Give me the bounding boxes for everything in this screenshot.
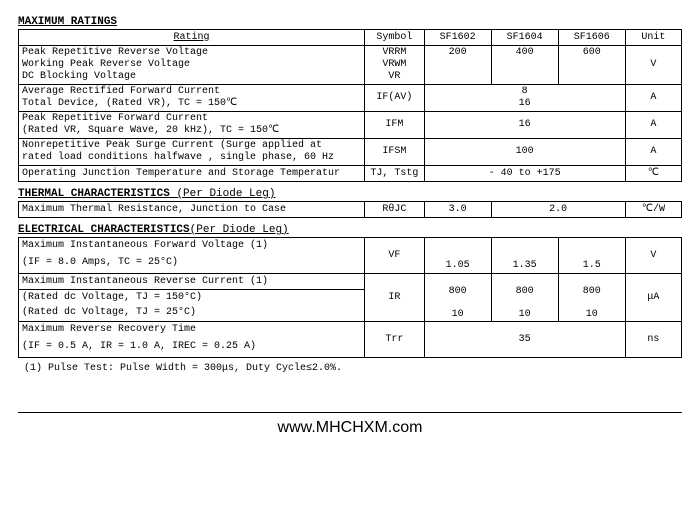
cell: Maximum Instantaneous Reverse Current (1… — [19, 274, 365, 290]
cell: 600 — [558, 46, 625, 85]
cell: (IF = 0.5 A, IR = 1.0 A, IREC = 0.25 A) — [19, 338, 365, 358]
hdr-p2: SF1604 — [491, 30, 558, 46]
cell: Peak Repetitive Forward Current — [22, 113, 361, 125]
cell: Maximum Reverse Recovery Time — [19, 322, 365, 338]
hdr-p1: SF1602 — [424, 30, 491, 46]
cell: μA — [625, 274, 681, 322]
cell: 100 — [424, 139, 625, 166]
cell: (Rated dc Voltage, TJ = 150°C) — [19, 290, 365, 306]
title-text: ELECTRICAL CHARACTERISTICS — [18, 224, 190, 236]
cell: (Rated VR, Square Wave, 20 kHz), TC = 15… — [22, 125, 361, 137]
max-ratings-table: Rating Symbol SF1602 SF1604 SF1606 Unit … — [18, 29, 682, 182]
table-row: Peak Repetitive Reverse VoltageWorking P… — [19, 46, 682, 85]
title-paren: (Per Diode Leg) — [176, 188, 275, 200]
cell: ns — [625, 322, 681, 358]
divider — [18, 412, 682, 413]
url-text: www.MHCHXM.com — [18, 419, 682, 437]
cell: VRRM — [368, 47, 420, 59]
cell: TJ, Tstg — [365, 166, 424, 182]
cell: ℃/W — [625, 202, 681, 218]
table-row: Nonrepetitive Peak Surge Current (Surge … — [19, 139, 682, 166]
table-row: Operating Junction Temperature and Stora… — [19, 166, 682, 182]
cell: A — [625, 85, 681, 112]
title-text: THERMAL CHARACTERISTICS — [18, 188, 170, 200]
cell: DC Blocking Voltage — [22, 71, 361, 83]
cell: VRWM — [368, 59, 420, 71]
cell: IF(AV) — [365, 85, 424, 112]
max-ratings-title: MAXIMUM RATINGS — [18, 16, 682, 28]
cell: 16 — [424, 112, 625, 139]
table-row: Maximum Reverse Recovery Time Trr 35 ns — [19, 322, 682, 338]
cell: 1.35 — [491, 238, 558, 274]
table-row: Maximum Instantaneous Forward Voltage (1… — [19, 238, 682, 254]
cell: V — [625, 46, 681, 85]
cell: 16 — [428, 98, 622, 110]
cell: A — [625, 139, 681, 166]
cell: Working Peak Reverse Voltage — [22, 59, 361, 71]
cell: ℃ — [625, 166, 681, 182]
cell: A — [625, 112, 681, 139]
thermal-title: THERMAL CHARACTERISTICS (Per Diode Leg) — [18, 188, 682, 200]
cell: Maximum Instantaneous Forward Voltage (1… — [19, 238, 365, 254]
hdr-p3: SF1606 — [558, 30, 625, 46]
cell: 3.0 — [424, 202, 491, 218]
cell: rated load conditions halfwave , single … — [22, 152, 361, 164]
cell: RθJC — [365, 202, 424, 218]
cell: Operating Junction Temperature and Stora… — [19, 166, 365, 182]
table-row: Maximum Instantaneous Reverse Current (1… — [19, 274, 682, 290]
table-row: Maximum Thermal Resistance, Junction to … — [19, 202, 682, 218]
cell: 2.0 — [491, 202, 625, 218]
cell: (Rated dc Voltage, TJ = 25°C) — [19, 306, 365, 322]
cell: Maximum Thermal Resistance, Junction to … — [19, 202, 365, 218]
table-row: Average Rectified Forward CurrentTotal D… — [19, 85, 682, 112]
table-row: Peak Repetitive Forward Current(Rated VR… — [19, 112, 682, 139]
cell: Average Rectified Forward Current — [22, 86, 361, 98]
cell: Nonrepetitive Peak Surge Current (Surge … — [22, 140, 361, 152]
hdr-symbol: Symbol — [365, 30, 424, 46]
cell: (IF = 8.0 Amps, TC = 25°C) — [19, 254, 365, 274]
hdr-unit: Unit — [625, 30, 681, 46]
cell: IR — [365, 274, 424, 322]
cell: 800 — [492, 274, 558, 298]
cell: V — [625, 238, 681, 274]
cell: 8 — [428, 86, 622, 98]
cell: 10 — [492, 298, 558, 322]
cell: Peak Repetitive Reverse Voltage — [22, 47, 361, 59]
thermal-table: Maximum Thermal Resistance, Junction to … — [18, 201, 682, 218]
cell: 1.5 — [558, 238, 625, 274]
cell: 800 — [559, 274, 625, 298]
cell: 10 — [425, 298, 491, 322]
cell: 200 — [424, 46, 491, 85]
cell: - 40 to +175 — [424, 166, 625, 182]
cell: 800 — [425, 274, 491, 298]
title-paren: (Per Diode Leg) — [190, 224, 289, 236]
cell: Total Device, (Rated VR), TC = 150℃ — [22, 98, 361, 110]
cell: VR — [368, 71, 420, 83]
cell: 400 — [491, 46, 558, 85]
cell: IFSM — [365, 139, 424, 166]
cell: Trr — [365, 322, 424, 358]
elec-title: ELECTRICAL CHARACTERISTICS(Per Diode Leg… — [18, 224, 682, 236]
cell: 35 — [424, 322, 625, 358]
header-row: Rating Symbol SF1602 SF1604 SF1606 Unit — [19, 30, 682, 46]
cell: IFM — [365, 112, 424, 139]
cell: VF — [365, 238, 424, 274]
cell: 10 — [559, 298, 625, 322]
elec-table: Maximum Instantaneous Forward Voltage (1… — [18, 237, 682, 358]
cell: 1.05 — [424, 238, 491, 274]
footnote: (1) Pulse Test: Pulse Width = 300μs, Dut… — [18, 363, 682, 374]
hdr-rating: Rating — [19, 30, 365, 46]
